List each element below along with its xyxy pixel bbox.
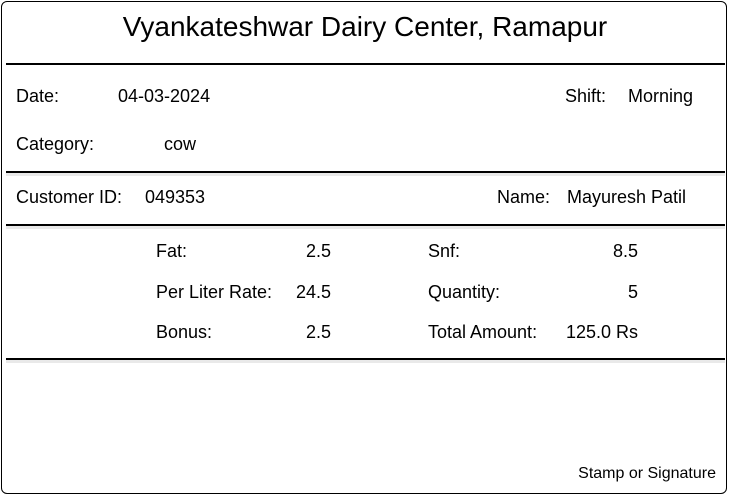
divider-shadow <box>6 173 725 176</box>
bonus-value: 2.5 <box>305 322 331 342</box>
stamp-signature-label: Stamp or Signature <box>578 465 716 482</box>
rate-value: 24.5 <box>295 282 331 302</box>
quantity-value: 5 <box>627 282 638 302</box>
snf-value: 8.5 <box>612 241 638 261</box>
divider-info <box>6 171 725 173</box>
total-amount-value: 125.0 Rs <box>565 322 638 342</box>
total-amount-label: Total Amount: <box>428 322 538 342</box>
shift-label: Shift: <box>565 86 607 106</box>
fat-value: 2.5 <box>305 241 331 261</box>
date-label: Date: <box>16 86 60 106</box>
name-label: Name: <box>497 187 551 207</box>
date-value: 04-03-2024 <box>118 86 211 106</box>
divider-details <box>6 358 725 360</box>
bonus-label: Bonus: <box>156 322 213 342</box>
divider-customer <box>6 224 725 226</box>
customer-id-value: 049353 <box>145 187 206 207</box>
shift-value: Morning <box>628 86 694 106</box>
customer-id-label: Customer ID: <box>16 187 123 207</box>
snf-label: Snf: <box>428 241 461 261</box>
receipt-title: Vyankateshwar Dairy Center, Ramapur <box>122 11 608 42</box>
divider-header <box>6 63 725 65</box>
name-value: Mayuresh Patil <box>567 187 687 207</box>
divider-shadow <box>6 360 725 363</box>
rate-label: Per Liter Rate: <box>156 282 273 302</box>
fat-label: Fat: <box>156 241 188 261</box>
category-value: cow <box>164 134 197 154</box>
quantity-label: Quantity: <box>428 282 501 302</box>
category-label: Category: <box>16 134 95 154</box>
divider-shadow <box>6 226 725 229</box>
